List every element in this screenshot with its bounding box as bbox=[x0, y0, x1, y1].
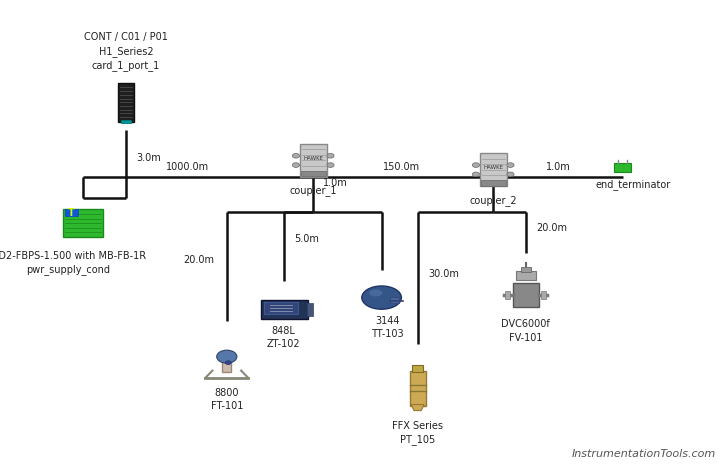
FancyBboxPatch shape bbox=[614, 163, 631, 172]
Text: coupler_1: coupler_1 bbox=[289, 186, 337, 196]
Text: CONT / C01 / P01
H1_Series2
card_1_port_1: CONT / C01 / P01 H1_Series2 card_1_port_… bbox=[84, 33, 168, 71]
FancyBboxPatch shape bbox=[505, 291, 510, 299]
Circle shape bbox=[292, 163, 300, 167]
Text: FFX Series
PT_105: FFX Series PT_105 bbox=[392, 421, 443, 445]
FancyBboxPatch shape bbox=[412, 365, 423, 372]
Text: 848L
ZT-102: 848L ZT-102 bbox=[266, 326, 300, 349]
Circle shape bbox=[217, 350, 237, 363]
FancyBboxPatch shape bbox=[65, 209, 78, 216]
FancyBboxPatch shape bbox=[121, 120, 131, 123]
Text: 5.0m: 5.0m bbox=[294, 234, 319, 244]
FancyBboxPatch shape bbox=[480, 153, 507, 186]
Text: HAWKE: HAWKE bbox=[303, 156, 323, 161]
Circle shape bbox=[507, 172, 514, 177]
FancyBboxPatch shape bbox=[521, 267, 531, 272]
FancyBboxPatch shape bbox=[541, 291, 546, 299]
FancyBboxPatch shape bbox=[300, 144, 327, 177]
Text: InstrumentationTools.com: InstrumentationTools.com bbox=[572, 449, 716, 459]
FancyBboxPatch shape bbox=[390, 297, 399, 303]
Circle shape bbox=[507, 163, 514, 167]
Text: coupler_2: coupler_2 bbox=[469, 195, 517, 206]
FancyBboxPatch shape bbox=[63, 209, 103, 237]
FancyBboxPatch shape bbox=[301, 171, 325, 176]
Text: 3.0m: 3.0m bbox=[137, 153, 161, 163]
Circle shape bbox=[292, 153, 300, 158]
FancyBboxPatch shape bbox=[410, 371, 426, 405]
Circle shape bbox=[472, 163, 480, 167]
Circle shape bbox=[327, 163, 334, 167]
FancyBboxPatch shape bbox=[222, 358, 231, 372]
Circle shape bbox=[472, 172, 480, 177]
Text: 8800
FT-101: 8800 FT-101 bbox=[211, 388, 243, 412]
Text: DVC6000f
FV-101: DVC6000f FV-101 bbox=[501, 319, 550, 343]
Text: end_terminator: end_terminator bbox=[596, 179, 671, 190]
FancyBboxPatch shape bbox=[516, 271, 536, 280]
Text: 30.0m: 30.0m bbox=[428, 269, 459, 279]
Text: 150.0m: 150.0m bbox=[383, 162, 420, 172]
FancyBboxPatch shape bbox=[118, 83, 134, 122]
Text: 1000.0m: 1000.0m bbox=[166, 162, 209, 172]
Text: HAWKE: HAWKE bbox=[483, 166, 503, 170]
Text: 20.0m: 20.0m bbox=[184, 255, 215, 265]
FancyBboxPatch shape bbox=[513, 283, 539, 307]
Ellipse shape bbox=[362, 286, 402, 309]
Polygon shape bbox=[411, 405, 424, 411]
Circle shape bbox=[225, 361, 231, 365]
Text: 1.0m: 1.0m bbox=[546, 162, 570, 172]
Ellipse shape bbox=[369, 289, 382, 297]
Circle shape bbox=[327, 153, 334, 158]
Text: T: T bbox=[68, 207, 75, 218]
Text: HD2-FBPS-1.500 with MB-FB-1R
pwr_supply_cond: HD2-FBPS-1.500 with MB-FB-1R pwr_supply_… bbox=[0, 251, 146, 275]
Text: 1.0m: 1.0m bbox=[323, 178, 347, 188]
FancyBboxPatch shape bbox=[261, 300, 308, 319]
Text: 20.0m: 20.0m bbox=[536, 222, 567, 232]
FancyBboxPatch shape bbox=[307, 303, 313, 316]
FancyBboxPatch shape bbox=[264, 302, 298, 314]
FancyBboxPatch shape bbox=[481, 180, 506, 186]
Text: 3144
TT-103: 3144 TT-103 bbox=[371, 316, 404, 339]
